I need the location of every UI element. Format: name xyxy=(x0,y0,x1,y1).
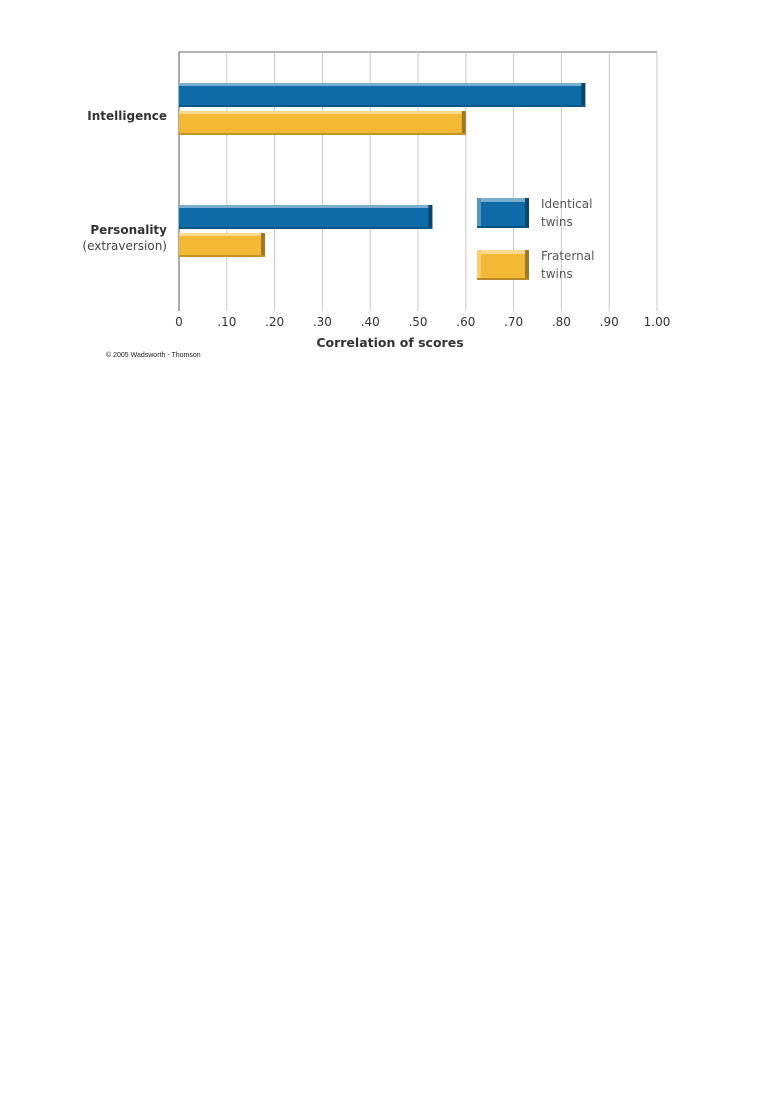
bar-end-shade xyxy=(428,205,433,229)
category-label: Intelligence xyxy=(87,109,167,123)
legend-swatch xyxy=(477,250,529,280)
x-tick-label: .60 xyxy=(456,315,475,329)
x-tick-label: .90 xyxy=(600,315,619,329)
bar-highlight xyxy=(179,233,266,236)
legend-label-line: twins xyxy=(541,267,573,281)
bar xyxy=(179,205,433,229)
legend-swatch-highlight xyxy=(477,198,529,202)
legend-item: Fraternal twins xyxy=(477,249,594,281)
bar-bottom-shade xyxy=(179,227,433,229)
category-sublabel: (extraversion) xyxy=(82,239,167,253)
x-axis-title: Correlation of scores xyxy=(316,335,463,350)
copyright-text: © 2005 Wadsworth - Thomson xyxy=(106,352,201,359)
x-tick-label: .10 xyxy=(217,315,236,329)
legend-swatch-shade xyxy=(525,250,529,280)
bar-body xyxy=(179,83,586,107)
bar-bottom-shade xyxy=(179,133,466,135)
x-tick-label: .80 xyxy=(552,315,571,329)
chart-figure: 0 .10 .20 .30 .40 .50 .60 .70 .80 .90 1.00 Intelli… xyxy=(0,0,784,400)
legend-swatch-shade xyxy=(525,198,529,228)
legend-label: Fraternal twins xyxy=(541,249,594,281)
legend-label: Identical twins xyxy=(541,197,592,229)
category-labels: Intelligence Personality (extraversion) xyxy=(82,109,167,253)
bar-body xyxy=(179,205,433,229)
bar-highlight xyxy=(179,205,433,208)
legend-swatch xyxy=(477,198,529,228)
bar-body xyxy=(179,233,266,257)
bar-highlight xyxy=(179,111,466,114)
x-tick-label: .50 xyxy=(408,315,427,329)
legend-label-line: Fraternal xyxy=(541,249,594,263)
legend-swatch-highlight xyxy=(477,250,529,254)
legend-swatch-bottom xyxy=(477,226,529,228)
x-tick-label: .70 xyxy=(504,315,523,329)
bar xyxy=(179,83,586,107)
bar-end-shade xyxy=(261,233,266,257)
x-tick-label: .30 xyxy=(313,315,332,329)
legend-swatch-left xyxy=(477,198,481,228)
legend: Identical twins Fraternal twins xyxy=(477,197,594,281)
bars xyxy=(179,83,586,257)
bar xyxy=(179,233,266,257)
x-tick-label: .40 xyxy=(361,315,380,329)
bar-end-shade xyxy=(581,83,586,107)
bar-body xyxy=(179,111,466,135)
bar-bottom-shade xyxy=(179,255,266,257)
x-tick-labels: 0 .10 .20 .30 .40 .50 .60 .70 .80 .90 1.00 xyxy=(175,315,670,329)
x-tick-label: 1.00 xyxy=(644,315,671,329)
bar-highlight xyxy=(179,83,586,86)
x-tick-label: .20 xyxy=(265,315,284,329)
category-label: Personality xyxy=(90,223,167,237)
bar-bottom-shade xyxy=(179,105,586,107)
legend-label-line: twins xyxy=(541,215,573,229)
legend-label-line: Identical xyxy=(541,197,592,211)
x-tick-label: 0 xyxy=(175,315,183,329)
chart-svg: 0 .10 .20 .30 .40 .50 .60 .70 .80 .90 1.00 Intelli… xyxy=(82,51,670,350)
bar-end-shade xyxy=(461,111,466,135)
legend-swatch-bottom xyxy=(477,278,529,280)
legend-item: Identical twins xyxy=(477,197,592,229)
bar xyxy=(179,111,466,135)
legend-swatch-left xyxy=(477,250,481,280)
